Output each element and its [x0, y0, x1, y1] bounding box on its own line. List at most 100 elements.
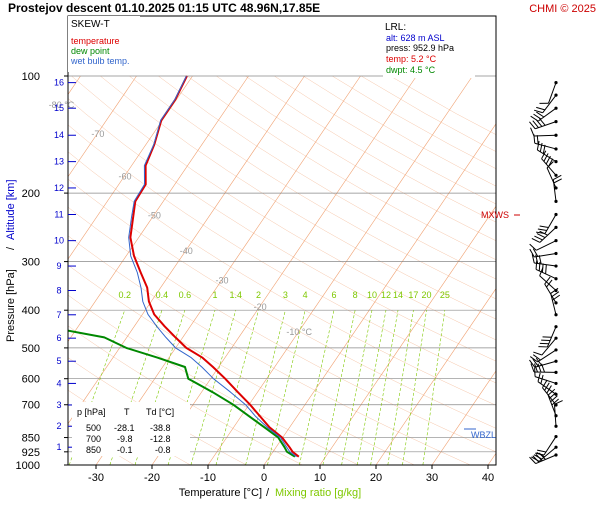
table-header-t: T	[124, 407, 130, 417]
wind-barb-feather	[537, 234, 545, 238]
mixing-ratio-label: 8	[353, 290, 358, 300]
altitude-tick-label: 15	[54, 103, 64, 113]
wind-barb-dot	[554, 371, 557, 374]
table-row-0-p: 500	[86, 423, 101, 433]
wind-barb-dot	[554, 134, 557, 137]
wind-barb-dot	[554, 107, 557, 110]
wind-barb-dot	[554, 94, 557, 97]
wind-barb-dot	[554, 264, 557, 267]
altitude-tick-label: 13	[54, 157, 64, 167]
legend-dewpoint: dew point	[71, 46, 110, 56]
table-row-2-t: -0.1	[117, 445, 133, 455]
wind-barb	[529, 118, 557, 128]
table-row-1-td: -12.8	[150, 434, 171, 444]
legend-wetbulb: wet bulb temp.	[70, 56, 130, 66]
wind-barb	[535, 435, 557, 455]
wind-barb-dot	[554, 313, 557, 316]
wind-barb-feather	[532, 238, 540, 242]
wind-barb	[531, 128, 558, 137]
wind-barb	[533, 337, 557, 355]
x-axis-label-2: Mixing ratio [g/kg]	[275, 487, 361, 499]
altitude-tick-label: 16	[54, 78, 64, 88]
x-tick-label: 30	[426, 472, 438, 484]
wind-barb-feather	[539, 262, 540, 271]
table-row-1-p: 700	[86, 434, 101, 444]
mixing-ratio-label: 4	[303, 290, 308, 300]
table-row-1-t: -9.8	[117, 434, 133, 444]
wind-barb-dot	[554, 348, 557, 351]
wind-barb-feather	[530, 249, 534, 257]
wind-barb-dot	[554, 453, 557, 456]
wind-barb	[529, 358, 557, 367]
altitude-tick-label: 8	[56, 286, 61, 296]
mixing-ratio-label: 12	[381, 290, 391, 300]
lrl-press: press: 952.9 hPa	[386, 43, 454, 53]
wind-barb-dot	[554, 200, 557, 203]
wind-barb-dot	[554, 226, 557, 229]
wind-barb-dot	[554, 120, 557, 123]
wind-barb-feather	[546, 265, 547, 274]
mixing-ratio-label: 1	[213, 290, 218, 300]
altitude-tick-label: 6	[56, 333, 61, 343]
table-header-td: Td [°C]	[146, 407, 174, 417]
pressure-tick-label: 100	[22, 71, 40, 83]
table-row-0-t: -28.1	[114, 423, 135, 433]
legend-temperature: temperature	[71, 36, 120, 46]
wind-barb-dot	[554, 147, 557, 150]
wind-barb-dot	[554, 81, 557, 84]
isotherm-label: -20	[254, 302, 267, 312]
mixing-ratio-label: 14	[393, 290, 403, 300]
wind-barbs-column	[529, 81, 562, 464]
wind-barb	[532, 226, 558, 243]
wind-barb	[539, 81, 557, 103]
x-tick-label: 40	[482, 472, 494, 484]
wind-barb-feather	[554, 179, 562, 183]
wind-barb-feather	[538, 364, 541, 372]
wind-barb-feather	[540, 226, 549, 227]
wind-barb	[530, 249, 558, 257]
lrl-label: LRL:	[385, 22, 406, 33]
mixing-ratio-label: 25	[440, 290, 450, 300]
wind-barb-dot	[554, 360, 557, 363]
marker-mxws: MXWS	[481, 210, 520, 220]
mixing-ratio-label: 1.4	[230, 290, 243, 300]
mxws-label: MXWS	[481, 210, 509, 220]
altitude-tick-label: 2	[56, 421, 61, 431]
isotherm-label: -10 °C	[286, 327, 312, 337]
altitude-tick-label: 4	[56, 378, 61, 388]
lrl-temp: temp: 5.2 °C	[386, 54, 437, 64]
altitude-tick-label: 12	[54, 183, 64, 193]
wind-barb-dot	[554, 239, 557, 242]
wind-barb-dot	[554, 252, 557, 255]
y-axis-label-separator: /	[5, 246, 17, 250]
wbzl-label: WBZL	[471, 430, 496, 440]
wind-barb-feather	[534, 110, 543, 113]
isotherm-label: -50	[148, 210, 161, 220]
isotherm-label: -30	[215, 276, 228, 286]
isotherm-label: -70	[91, 129, 104, 139]
wind-barb-feather	[537, 450, 546, 452]
wind-barb-dot	[554, 325, 557, 328]
wind-barb-dot	[554, 435, 557, 438]
x-tick-label: 10	[314, 472, 326, 484]
wind-barb-feather	[530, 244, 537, 250]
copyright-text: CHMI © 2025	[529, 3, 596, 15]
legend-heading: SKEW-T	[71, 19, 110, 30]
mixing-ratio-label: 3	[283, 290, 288, 300]
y-axis-label: Pressure [hPa]	[5, 269, 17, 342]
mixing-ratio-label: 10	[367, 290, 377, 300]
altitude-tick-label: 11	[54, 209, 63, 219]
wind-barb-dot	[554, 160, 557, 163]
altitude-tick-label: 7	[56, 310, 61, 320]
altitude-tick-label: 5	[56, 356, 61, 366]
isotherm-label: -60	[118, 171, 131, 181]
table-row-2-td: -0.8	[155, 445, 171, 455]
wind-barb-feather	[537, 135, 538, 144]
summary-table: p [hPa] T Td [°C] 500 -28.1 -38.8 700 -9…	[72, 402, 190, 456]
legend-box: SKEW-T temperature dew point wet bulb te…	[68, 16, 140, 72]
mixing-ratio-label: 2	[256, 290, 261, 300]
x-tick-label: -20	[144, 472, 160, 484]
altitude-tick-label: 3	[56, 400, 61, 410]
isotherm-line	[488, 76, 600, 465]
